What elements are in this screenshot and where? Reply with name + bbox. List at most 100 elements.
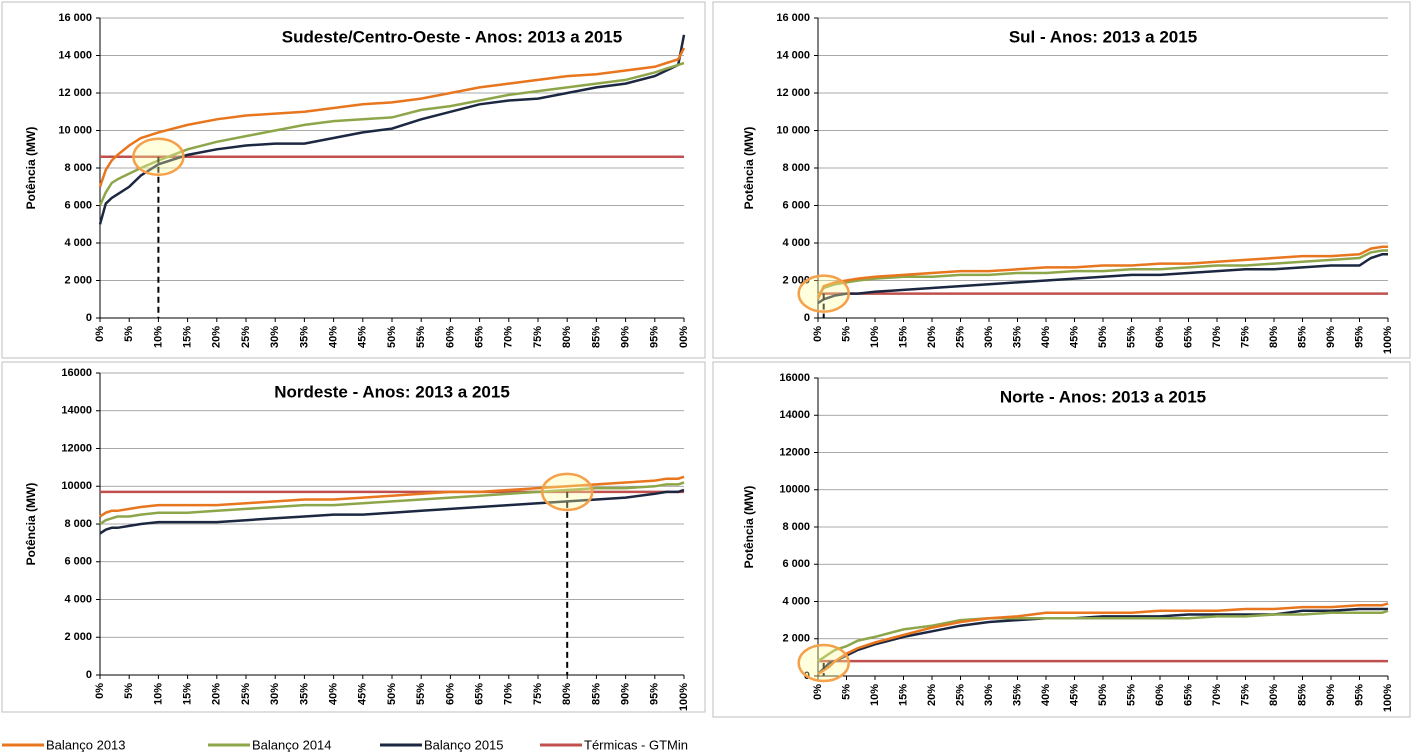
highlight-circle <box>540 472 594 512</box>
chart-title: Nordeste - Anos: 2013 a 2015 <box>274 382 510 401</box>
x-tick-label: 40% <box>328 326 340 348</box>
x-tick-label: 0% <box>94 683 106 699</box>
x-tick-label: 65% <box>1182 326 1194 348</box>
panel-border <box>712 361 1411 718</box>
x-tick-label: 5% <box>123 683 135 699</box>
x-tick-label: 90% <box>620 326 632 348</box>
x-tick-label: 20% <box>926 326 938 348</box>
y-tick-label: 2 000 <box>64 274 92 286</box>
x-tick-label: 80% <box>561 326 573 348</box>
x-tick-label: 5% <box>840 684 852 700</box>
y-tick-label: 4 000 <box>782 595 810 607</box>
panel-border <box>712 1 1411 359</box>
y-tick-label: 10000 <box>779 484 810 496</box>
series-line <box>817 602 1389 676</box>
x-tick-label: 100% <box>1382 326 1394 354</box>
x-tick-label: 60% <box>1154 684 1166 706</box>
x-tick-label: 35% <box>1011 684 1023 706</box>
x-tick-label: 10% <box>152 683 164 705</box>
y-axis-label: Potência (MW) <box>24 127 38 210</box>
x-tick-label: 25% <box>954 326 966 348</box>
y-tick-label: 12 000 <box>58 87 92 99</box>
x-tick-label: 45% <box>357 326 369 348</box>
x-tick-label: 00% <box>678 326 690 348</box>
y-axis-label: Potência (MW) <box>742 486 756 569</box>
y-tick-label: 2 000 <box>782 633 810 645</box>
panel-border <box>1 361 706 713</box>
chart-title: Sul - Anos: 2013 a 2015 <box>1009 27 1197 46</box>
x-tick-label: 60% <box>1154 326 1166 348</box>
y-tick-label: 6 000 <box>782 199 810 211</box>
chart-title: Norte - Anos: 2013 a 2015 <box>1000 387 1206 406</box>
y-tick-label: 12000 <box>61 442 92 454</box>
x-tick-label: 5% <box>840 326 852 342</box>
x-tick-label: 75% <box>1239 326 1251 348</box>
x-tick-label: 0% <box>812 326 824 342</box>
x-tick-label: 50% <box>386 683 398 705</box>
x-tick-label: 95% <box>1353 326 1365 348</box>
x-tick-label: 50% <box>386 326 398 348</box>
x-tick-label: 20% <box>926 684 938 706</box>
y-tick-label: 8 000 <box>782 521 810 533</box>
y-tick-label: 8 000 <box>64 518 92 530</box>
x-tick-label: 50% <box>1097 326 1109 348</box>
series-line <box>99 481 685 526</box>
x-tick-label: 85% <box>590 326 602 348</box>
x-tick-label: 75% <box>1239 684 1251 706</box>
x-tick-label: 20% <box>211 683 223 705</box>
y-tick-label: 4 000 <box>64 237 92 249</box>
y-tick-label: 2 000 <box>64 631 92 643</box>
y-axis-label: Potência (MW) <box>24 483 38 566</box>
legend-label: Balanço 2015 <box>424 737 504 752</box>
x-tick-label: 35% <box>298 683 310 705</box>
y-tick-label: 12000 <box>779 446 810 458</box>
x-tick-label: 70% <box>1211 684 1223 706</box>
series-line <box>98 47 686 188</box>
x-tick-label: 90% <box>620 683 632 705</box>
y-tick-label: 16 000 <box>58 12 92 24</box>
x-tick-label: 50% <box>1097 684 1109 706</box>
series-line <box>817 249 1388 297</box>
x-tick-label: 90% <box>1325 684 1337 706</box>
x-tick-label: 20% <box>211 326 223 348</box>
x-tick-label: 45% <box>1068 326 1080 348</box>
series-line <box>817 253 1388 305</box>
x-tick-label: 35% <box>298 326 310 348</box>
x-tick-label: 25% <box>954 684 966 706</box>
x-tick-label: 65% <box>1182 684 1194 706</box>
y-tick-label: 8 000 <box>782 162 810 174</box>
x-tick-label: 100% <box>1382 684 1394 712</box>
highlight-circle <box>132 137 185 176</box>
y-axis-label: Potência (MW) <box>742 127 756 210</box>
x-tick-label: 95% <box>649 683 661 705</box>
x-tick-label: 75% <box>532 326 544 348</box>
x-tick-label: 70% <box>503 683 515 705</box>
legend-label: Balanço 2014 <box>252 737 332 752</box>
x-tick-label: 35% <box>1011 326 1023 348</box>
x-tick-label: 95% <box>1353 684 1365 706</box>
x-tick-label: 40% <box>1040 326 1052 348</box>
panel-border <box>1 1 706 359</box>
series-line <box>99 488 685 535</box>
legend-label: Térmicas - GTMin <box>584 737 688 752</box>
x-tick-label: 80% <box>1268 326 1280 348</box>
x-tick-label: 25% <box>240 683 252 705</box>
x-tick-label: 55% <box>415 326 427 348</box>
x-tick-label: 75% <box>532 683 544 705</box>
y-tick-label: 14000 <box>61 405 92 417</box>
x-tick-label: 55% <box>1125 684 1137 706</box>
x-tick-label: 85% <box>590 683 602 705</box>
y-tick-label: 8 000 <box>64 162 92 174</box>
x-tick-label: 65% <box>474 683 486 705</box>
x-tick-label: 95% <box>649 326 661 348</box>
y-tick-label: 16000 <box>779 372 810 384</box>
x-tick-label: 80% <box>1268 684 1280 706</box>
x-tick-label: 15% <box>897 684 909 706</box>
series-line <box>99 475 685 518</box>
x-tick-label: 15% <box>897 326 909 348</box>
x-tick-label: 70% <box>1211 326 1223 348</box>
x-tick-label: 15% <box>182 326 194 348</box>
x-tick-label: 45% <box>357 683 369 705</box>
legend-label: Balanço 2013 <box>46 737 126 752</box>
